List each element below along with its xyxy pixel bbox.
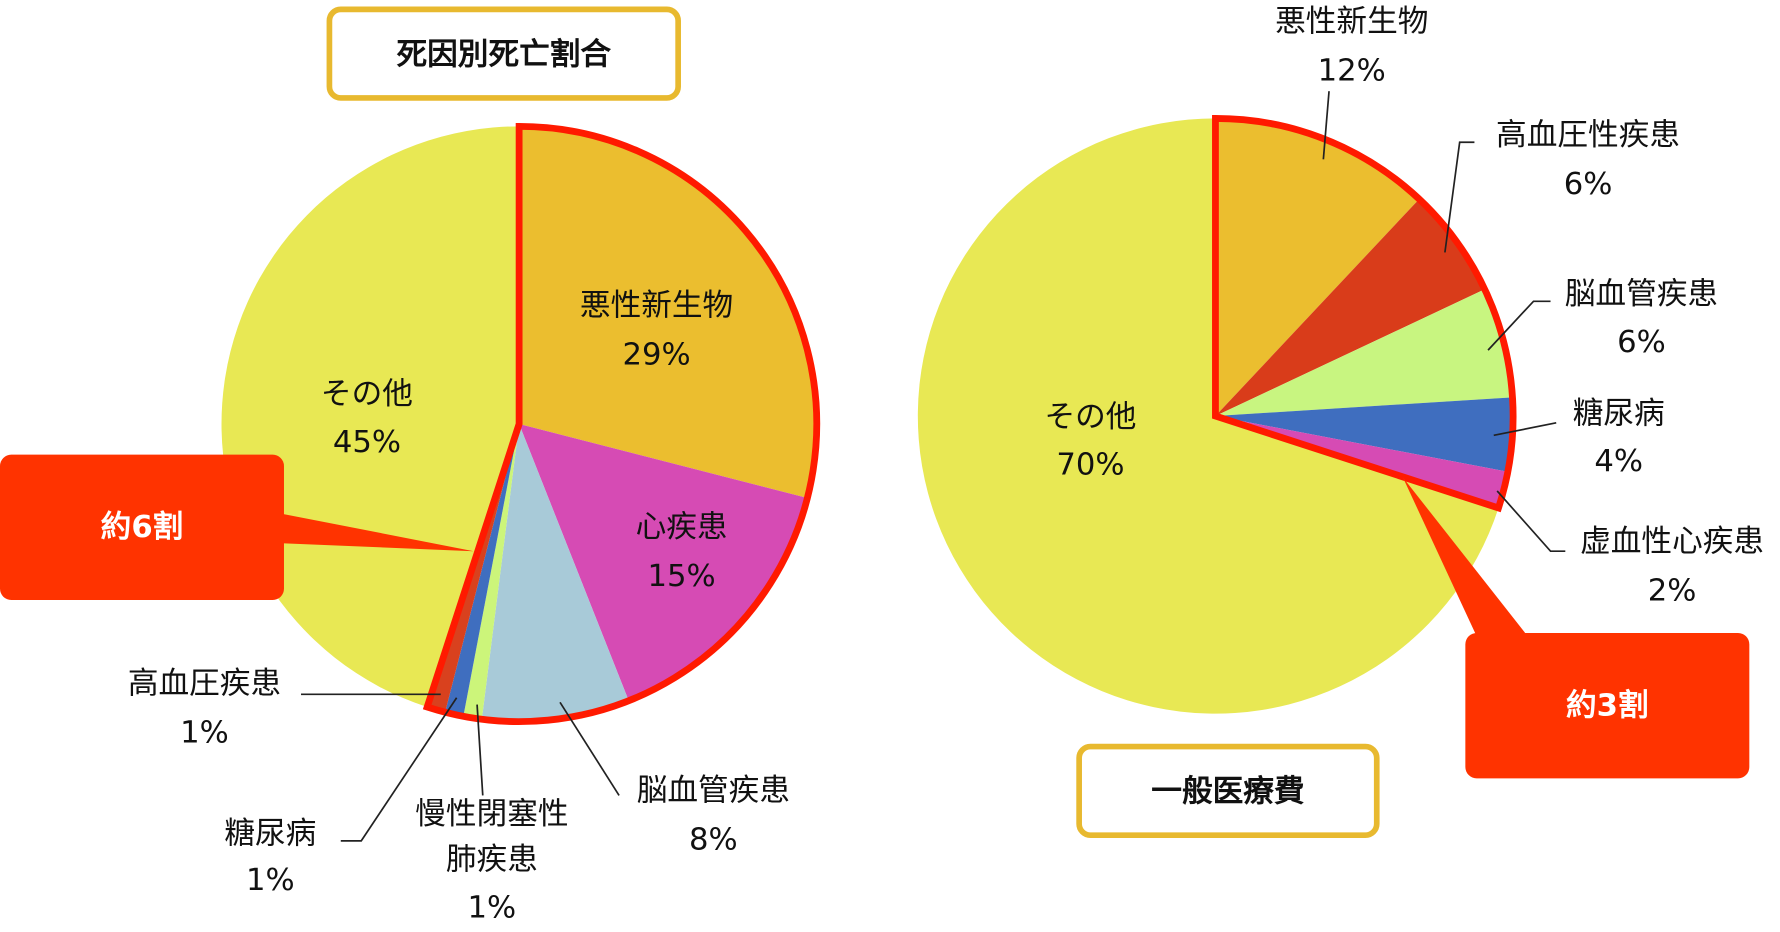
leader-line <box>1487 300 1551 351</box>
category-label: 虚血性心疾患 <box>1580 525 1764 560</box>
value-label: 6% <box>1617 325 1666 360</box>
category-label: 慢性閉塞性肺疾患 <box>415 796 569 878</box>
category-label: 脳血管疾患 <box>1565 277 1718 312</box>
title-box <box>1076 743 1380 839</box>
value-label: 1% <box>246 863 295 898</box>
leader-line <box>476 704 484 796</box>
value-label: 15% <box>647 559 715 594</box>
pie-slice <box>445 423 520 717</box>
value-label: 2% <box>1648 574 1697 609</box>
title-box <box>326 6 681 101</box>
value-label: 1% <box>180 716 229 751</box>
category-label: 脳血管疾患 <box>637 774 790 809</box>
annotation: 約6割 <box>101 510 184 545</box>
pie-slice <box>463 423 520 720</box>
value-label: 70% <box>1056 448 1124 483</box>
callout-box <box>1465 632 1750 779</box>
value-label: 12% <box>1318 53 1386 88</box>
highlight-outline <box>422 122 821 725</box>
category-label: 悪性新生物 <box>1275 4 1428 39</box>
category-label: 高血圧疾患 <box>128 667 281 702</box>
value-label: 1% <box>468 891 517 926</box>
leader-line <box>1322 91 1330 160</box>
pie-slice <box>1215 199 1485 417</box>
leader-line <box>340 697 458 842</box>
leader-line <box>1496 490 1566 553</box>
pie-slice <box>1215 118 1420 417</box>
value-label: 6% <box>1564 167 1613 202</box>
value-label: 29% <box>622 337 690 372</box>
callout-box <box>0 454 284 601</box>
pie-slice <box>519 423 808 701</box>
value-label: 8% <box>689 822 738 857</box>
category-label: 糖尿病 <box>224 817 316 852</box>
highlight-outline <box>1212 114 1517 513</box>
category-label: 糖尿病 <box>1573 396 1665 431</box>
category-label: その他 <box>321 377 413 412</box>
pie-slice <box>1215 289 1513 417</box>
value-label: 45% <box>333 425 401 460</box>
leader-line <box>1493 421 1557 437</box>
category-label: 高血圧性疾患 <box>1496 118 1680 153</box>
label-box: 慢性閉塞性肺疾患 <box>415 796 569 878</box>
category-label: その他 <box>1044 400 1136 435</box>
pie-slice <box>221 126 520 708</box>
category-label: 悪性新生物 <box>580 288 733 323</box>
chart-title: 死因別死亡割合 <box>396 36 611 72</box>
chart-title: 一般医療費 <box>1151 775 1304 810</box>
value-label: 4% <box>1594 444 1643 479</box>
leader-line <box>1444 141 1475 253</box>
pie-slice <box>481 423 629 722</box>
pie-slice <box>519 126 817 498</box>
pie-slice <box>917 118 1499 714</box>
category-label: 心疾患 <box>636 510 728 545</box>
pie-slice <box>1215 397 1514 472</box>
leader-line <box>559 701 620 796</box>
annotation: 約3割 <box>1566 688 1649 723</box>
